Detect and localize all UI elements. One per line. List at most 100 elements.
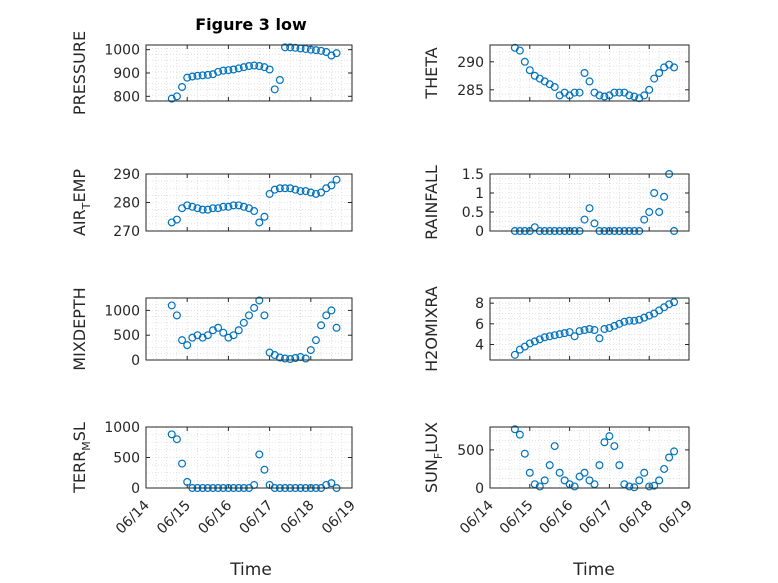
data-point (620, 317, 629, 326)
y-tick-label: 500 (113, 451, 140, 467)
y-axis-label: SUNFLUX (422, 422, 445, 493)
x-tick-label: 06/16 (537, 497, 577, 537)
data-point (610, 442, 619, 451)
data-point (580, 468, 589, 477)
data-point (575, 327, 584, 336)
data-point (198, 71, 207, 80)
data-point (178, 336, 187, 345)
x-tick-label: 06/15 (154, 498, 194, 538)
data-point (183, 201, 192, 210)
data-point (327, 51, 336, 60)
data-point (640, 91, 649, 100)
data-point (245, 311, 254, 320)
data-point (203, 205, 212, 214)
data-point (585, 476, 594, 485)
data-point (670, 298, 679, 307)
data-point (250, 207, 259, 216)
x-tick-label: 06/14 (113, 497, 153, 537)
data-point (575, 472, 584, 481)
data-point (275, 184, 284, 193)
x-tick-label: 06/15 (497, 498, 537, 538)
data-point (650, 189, 659, 198)
data-point (291, 43, 300, 52)
y-tick-label: 270 (113, 224, 140, 240)
data-point (260, 212, 269, 221)
x-tick-label: 06/18 (278, 498, 318, 538)
data-point (172, 215, 181, 224)
data-point (595, 91, 604, 100)
data-point (660, 192, 669, 201)
x-axis-label-left: Time (229, 560, 272, 580)
data-point (655, 208, 664, 217)
data-point (660, 464, 669, 473)
data-point (291, 185, 300, 194)
data-point (301, 44, 310, 53)
data-point (550, 442, 559, 451)
data-point (635, 315, 644, 324)
y-tick-label: 0 (131, 481, 140, 497)
data-point (515, 46, 524, 55)
x-tick-label: 06/18 (616, 498, 656, 538)
data-point (625, 482, 634, 491)
data-point (301, 187, 310, 196)
data-point (560, 476, 569, 485)
data-point (306, 188, 315, 197)
x-tick-label: 06/16 (195, 497, 235, 537)
data-point (291, 354, 300, 363)
data-point (520, 449, 529, 458)
data-point (224, 202, 233, 211)
data-point (265, 189, 274, 198)
data-point (545, 332, 554, 341)
data-point (645, 482, 654, 491)
data-point (219, 202, 228, 211)
axes-frame (489, 426, 690, 489)
data-point (183, 73, 192, 82)
data-point (570, 332, 579, 341)
data-point (178, 82, 187, 91)
data-point (640, 468, 649, 477)
data-point (260, 465, 269, 474)
data-point (167, 94, 176, 103)
data-point (219, 66, 228, 75)
data-point (580, 68, 589, 77)
x-axis-label-right: Time (572, 560, 615, 580)
data-point (332, 49, 341, 58)
y-tick-label: 4 (475, 338, 484, 354)
data-point (570, 482, 579, 491)
data-point (265, 65, 274, 74)
data-point (229, 65, 238, 74)
y-tick-label: 800 (113, 89, 140, 105)
data-point (183, 477, 192, 486)
data-point (525, 66, 534, 75)
y-axis-label: H2OMIXRA (422, 286, 441, 372)
subplot-5: 0 500 1000 MIXDEPTH (70, 287, 353, 371)
data-point (286, 184, 295, 193)
data-point (515, 430, 524, 439)
y-axis-label: PRESSURE (70, 31, 89, 115)
x-tick-label: 06/19 (656, 498, 696, 538)
data-point (545, 461, 554, 470)
y-axis-label: RAINFALL (422, 165, 441, 240)
data-point (183, 341, 192, 350)
data-point (635, 476, 644, 485)
data-point (625, 316, 634, 325)
x-tick-label: 06/19 (319, 498, 359, 538)
data-point (530, 337, 539, 346)
data-point (255, 218, 264, 227)
y-axis-label: THETA (422, 47, 441, 99)
subplot-7: 0 500 1000 06/14 06/15 06/16 06/17 06/18 06/19 TE… (70, 420, 359, 537)
data-point (655, 68, 664, 77)
y-tick-label: 1 (475, 186, 484, 202)
data-point (306, 45, 315, 54)
y-tick-label: 1000 (104, 420, 140, 436)
data-point (550, 82, 559, 91)
y-tick-label: 290 (113, 167, 140, 183)
subplot-4: 0 0.5 1 1.5 RAINFALL (422, 165, 690, 240)
y-tick-label: 900 (113, 66, 140, 82)
x-tick-label: 06/17 (237, 498, 277, 538)
data-point (520, 57, 529, 66)
data-point (239, 318, 248, 327)
figure-title: Figure 3 low (195, 15, 307, 34)
data-point (255, 450, 264, 459)
